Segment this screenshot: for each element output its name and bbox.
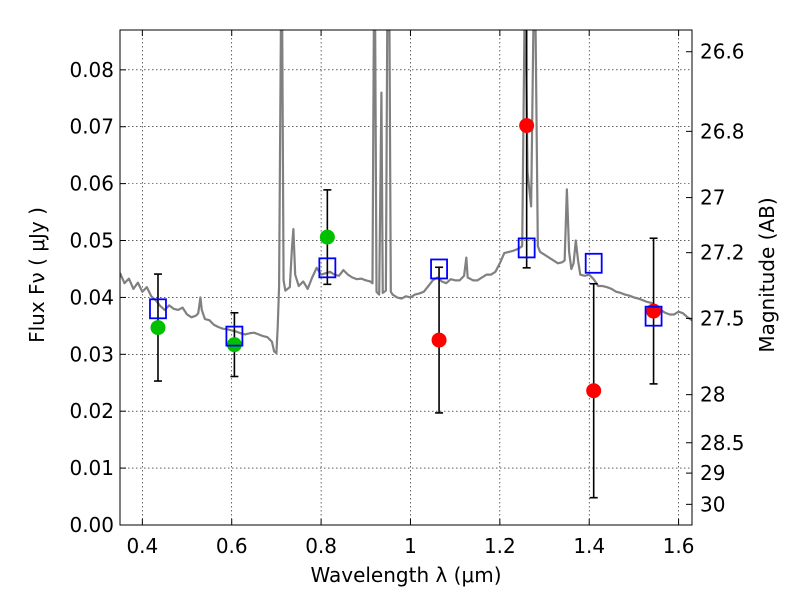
y-tick-label: 0.05: [69, 229, 114, 253]
green-data-point: [150, 320, 166, 336]
x-tick-label: 1.6: [663, 534, 695, 558]
x-tick-label: 0.6: [216, 534, 248, 558]
red-data-point: [431, 332, 447, 348]
red-data-point: [519, 118, 535, 134]
green-data-point: [226, 337, 242, 353]
model-spectrum-line: [120, 30, 692, 355]
y-tick-label: 0.00: [69, 513, 114, 537]
model-photometry-square: [225, 325, 244, 347]
red-data-point: [586, 383, 602, 399]
y2-axis-label: Magnitude (AB): [755, 197, 779, 352]
y-tick-label: 0.07: [69, 115, 114, 139]
y2-tick-label: 26.8: [700, 119, 745, 143]
y2-tick-label: 26.6: [700, 40, 745, 64]
y2-tick-label: 28.5: [700, 431, 745, 455]
x-tick-label: 1.2: [484, 534, 516, 558]
model-photometry-square: [430, 258, 448, 280]
x-tick-label: 0.8: [305, 534, 337, 558]
y-tick-label: 0.01: [69, 456, 114, 480]
tick-marks: [120, 30, 692, 526]
y2-tick-label: 29: [700, 461, 725, 485]
model-photometry-square: [149, 298, 167, 320]
model-photometry-square: [644, 305, 663, 327]
y2-tick-label: 27.2: [700, 241, 745, 265]
y2-tick-label: 27.5: [700, 306, 745, 330]
y2-tick-label: 30: [700, 492, 725, 516]
x-axis-label: Wavelength λ (μm): [310, 563, 501, 587]
x-tick-label: 0.4: [126, 534, 158, 558]
y-tick-label: 0.06: [69, 172, 114, 196]
x-tick-label: 1: [404, 534, 417, 558]
y2-tick-label: 28: [700, 383, 725, 407]
model-photometry-square: [318, 257, 337, 279]
y-tick-label: 0.03: [69, 342, 114, 366]
tick-labels: 0.4 0.6 0.8 1 1.2 1.4 1.6 0.00 0.01 0.02 0.03 0.04 0…: [69, 40, 744, 558]
green-data-point: [319, 229, 335, 245]
y-tick-label: 0.02: [69, 399, 114, 423]
grid: [120, 30, 692, 526]
model-photometry-square: [584, 252, 603, 274]
plot-frame: [119, 29, 693, 526]
y2-tick-label: 27: [700, 186, 725, 210]
y-tick-label: 0.04: [69, 285, 114, 309]
plot-area: [120, 30, 692, 499]
y-tick-label: 0.08: [69, 58, 114, 82]
x-tick-label: 1.4: [573, 534, 605, 558]
model-photometry-square: [517, 237, 536, 259]
y-axis-label: Flux Fν ( μJy ): [25, 207, 49, 343]
